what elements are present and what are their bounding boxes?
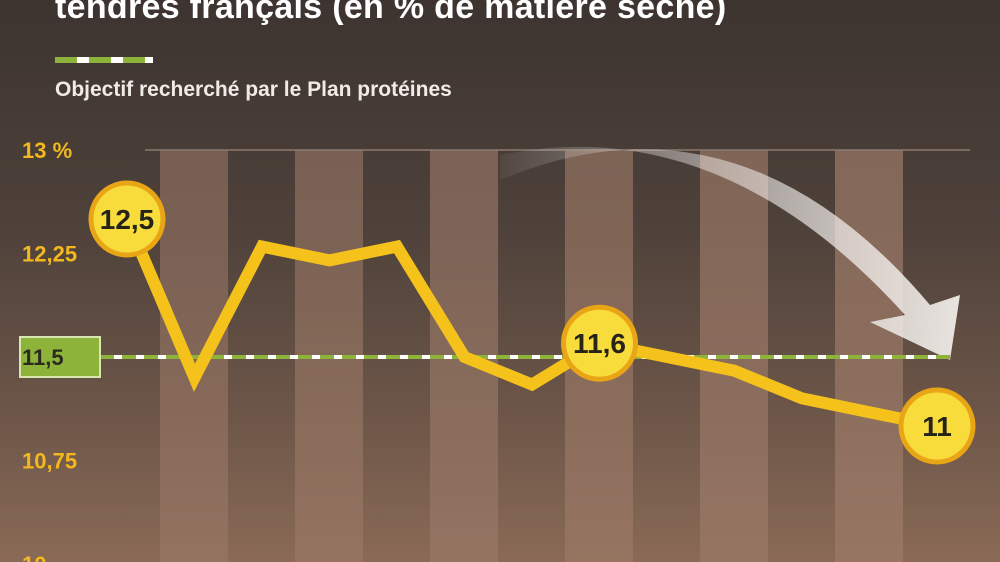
data-label: 11,6 <box>573 328 626 359</box>
data-label: 12,5 <box>100 204 155 235</box>
y-tick-label: 11,5 <box>22 345 64 370</box>
data-label: 11 <box>922 411 952 442</box>
series-line <box>121 213 943 432</box>
y-tick-label: 12,25 <box>22 242 77 267</box>
data-labels: 12,5 11,6 11 <box>88 180 976 465</box>
y-tick-label: 13 % <box>22 138 72 163</box>
data-label-bubble: 11 <box>898 387 976 465</box>
chart-title: tendres français (en % de matière sèche) <box>55 0 727 26</box>
data-label-bubble: 12,5 <box>88 180 166 258</box>
data-label-bubble: 11,6 <box>561 304 638 382</box>
legend-swatch <box>55 57 153 63</box>
target-tick-box <box>19 336 101 378</box>
y-tick-label: 10,75 <box>22 449 77 474</box>
legend-label: Objectif recherché par le Plan protéines <box>55 78 452 101</box>
y-tick-label: 10 <box>22 552 46 562</box>
trend-arrow <box>500 146 960 360</box>
y-axis: 13 % 12,25 11,5 10,75 10 <box>19 138 101 562</box>
